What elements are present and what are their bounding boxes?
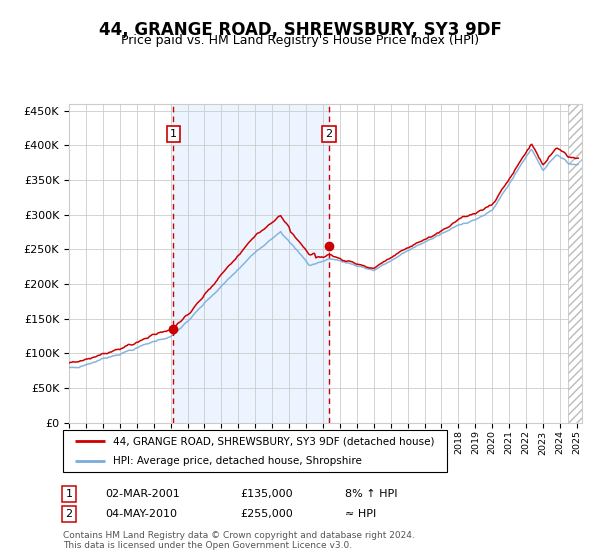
Text: £135,000: £135,000 [240,489,293,499]
FancyBboxPatch shape [63,430,447,472]
Text: £255,000: £255,000 [240,509,293,519]
Text: 04-MAY-2010: 04-MAY-2010 [105,509,177,519]
Text: 44, GRANGE ROAD, SHREWSBURY, SY3 9DF: 44, GRANGE ROAD, SHREWSBURY, SY3 9DF [98,21,502,39]
Text: This data is licensed under the Open Government Licence v3.0.: This data is licensed under the Open Gov… [63,541,352,550]
Text: 1: 1 [65,489,73,499]
Text: 44, GRANGE ROAD, SHREWSBURY, SY3 9DF (detached house): 44, GRANGE ROAD, SHREWSBURY, SY3 9DF (de… [113,436,434,446]
Text: 02-MAR-2001: 02-MAR-2001 [105,489,180,499]
Bar [173,104,329,423]
Text: 8% ↑ HPI: 8% ↑ HPI [345,489,398,499]
Bar [568,104,586,423]
Text: HPI: Average price, detached house, Shropshire: HPI: Average price, detached house, Shro… [113,456,362,465]
Text: ≈ HPI: ≈ HPI [345,509,376,519]
Text: Price paid vs. HM Land Registry's House Price Index (HPI): Price paid vs. HM Land Registry's House … [121,34,479,46]
Text: 1: 1 [170,129,177,139]
Text: Contains HM Land Registry data © Crown copyright and database right 2024.: Contains HM Land Registry data © Crown c… [63,531,415,540]
Text: 2: 2 [65,509,73,519]
Text: 2: 2 [325,129,332,139]
